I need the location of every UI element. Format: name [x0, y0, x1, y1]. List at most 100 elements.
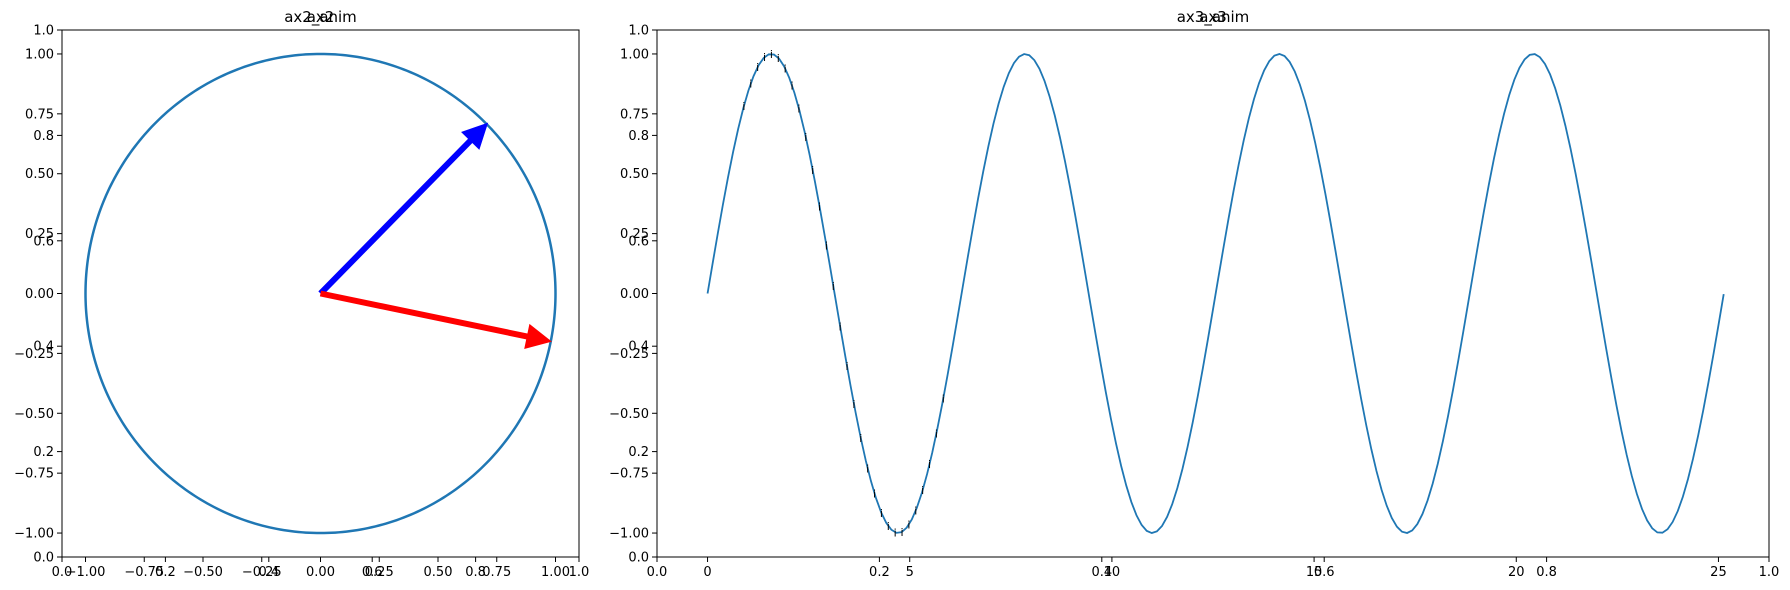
curve-marker-label: i [901, 526, 904, 539]
y-tick-label: 0.00 [620, 287, 649, 302]
curve-marker-label: i [928, 458, 931, 471]
left-title: ax2 [307, 8, 335, 26]
x-tick-label: 0.50 [424, 565, 453, 580]
x-tick-label: 1.00 [541, 565, 570, 580]
overlay-x-tick-label: 0.2 [869, 565, 890, 580]
blue-arrow-shaft [318, 137, 475, 296]
x-tick-label: 15 [1306, 565, 1323, 580]
y-tick-label: 0.00 [25, 287, 54, 302]
curve-marker-label: i [873, 488, 876, 501]
overlay-y-tick-label: 0.2 [628, 445, 649, 460]
curve-marker-label: i [846, 360, 849, 373]
curve-marker-label: i [942, 392, 945, 405]
overlay-x-tick-label: 1.0 [1759, 565, 1780, 580]
x-tick-label: 0.00 [306, 565, 335, 580]
curve-marker-label: i [832, 280, 835, 293]
overlay-y-tick-label: 0.8 [628, 129, 649, 144]
curve-marker-label: i [921, 484, 924, 497]
red-arrow-shaft [319, 290, 530, 340]
curve-marker-label: i [852, 398, 855, 411]
curve-marker-label: i [742, 100, 745, 113]
left-overlay-title: ax2_anim [284, 8, 357, 27]
curve-marker-label: i [825, 240, 828, 253]
overlay-x-tick-label: 1.0 [569, 565, 590, 580]
x-tick-label: −0.75 [124, 565, 164, 580]
curve-marker-label: i [818, 201, 821, 214]
curve-marker-label: i [770, 48, 773, 61]
curve-marker-label: i [880, 507, 883, 520]
x-tick-label: −0.25 [242, 565, 282, 580]
x-tick-label: −1.00 [66, 565, 106, 580]
y-tick-label: −0.75 [14, 467, 54, 482]
x-tick-label: 20 [1508, 565, 1525, 580]
overlay-x-tick-label: 0.8 [465, 565, 486, 580]
overlay-y-tick-label: 1.0 [33, 24, 54, 39]
overlay-y-tick-label: 0.4 [33, 340, 54, 355]
y-tick-label: 0.50 [25, 167, 54, 182]
overlay-y-tick-label: 0.8 [33, 129, 54, 144]
blue-arrow-head [461, 122, 489, 150]
curve-marker-label: i [935, 427, 938, 440]
curve-marker-label: i [777, 52, 780, 65]
overlay-x-tick-label: 0.4 [1091, 565, 1112, 580]
right-title: ax3 [1199, 8, 1227, 26]
overlay-y-tick-label: 0.6 [33, 234, 54, 249]
curve-marker-label: i [866, 462, 869, 475]
x-tick-label: 0.25 [365, 565, 394, 580]
overlay-x-tick-label: 0.8 [1536, 565, 1557, 580]
y-tick-label: 0.75 [620, 107, 649, 122]
curve-marker-label: i [804, 131, 807, 144]
red-arrow-head [524, 323, 552, 349]
overlay-y-tick-label: 0.2 [33, 445, 54, 460]
right-overlay-ticks: 0.0 0.2 0.4 0.6 0.8 1.0 0.0 0.2 0.4 0.6 0.8 1.0 [628, 24, 1779, 581]
curve-marker-label: i [791, 80, 794, 93]
y-tick-label: −1.00 [14, 527, 54, 542]
overlay-x-tick-label: 0.6 [1314, 565, 1335, 580]
curve-marker-label: i [894, 526, 897, 539]
y-tick-label: −1.00 [609, 527, 649, 542]
y-tick-label: 0.25 [25, 227, 54, 242]
y-tick-label: −0.75 [609, 467, 649, 482]
y-tick-label: −0.50 [609, 407, 649, 422]
unit-circle-line [84, 52, 557, 535]
y-tick-label: 0.50 [620, 167, 649, 182]
right-overlay-title: ax3_anim [1177, 8, 1250, 27]
x-tick-label: 25 [1710, 565, 1727, 580]
curve-marker-label: i [907, 519, 910, 532]
y-tick-label: 0.25 [620, 227, 649, 242]
overlay-x-tick-label: 0.0 [52, 565, 73, 580]
overlay-x-tick-label: 0.0 [647, 565, 668, 580]
overlay-y-tick-label: 0.0 [33, 551, 54, 566]
y-tick-label: 1.00 [620, 47, 649, 62]
left-axes: 0.0 0.2 0.4 0.6 0.8 1.0 0.0 0.2 0.4 0.6 0.8 1.0 −1.… [14, 8, 589, 580]
right-axes-frame [656, 29, 1770, 558]
overlay-y-tick-label: 1.0 [628, 24, 649, 39]
right-main-ticks: 0 5 10 15 20 25−1.00−0.75−0.50−0.250.000.250.… [609, 47, 1727, 580]
left-axes-frame [61, 29, 580, 558]
overlay-x-tick-label: 0.4 [258, 565, 279, 580]
y-tick-label: −0.25 [609, 347, 649, 362]
overlay-x-tick-label: 0.2 [155, 565, 176, 580]
x-tick-label: −0.50 [183, 565, 223, 580]
curve-marker-label: i [839, 321, 842, 334]
x-tick-label: 5 [906, 565, 914, 580]
overlay-x-tick-label: 0.6 [362, 565, 383, 580]
overlay-y-tick-label: 0.6 [628, 234, 649, 249]
y-tick-label: 0.75 [25, 107, 54, 122]
y-tick-label: −0.50 [14, 407, 54, 422]
sine-line [706, 52, 1725, 534]
curve-marker-label: i [797, 103, 800, 116]
curve-marker-label: i [887, 520, 890, 533]
overlay-y-tick-label: 0.4 [628, 340, 649, 355]
x-tick-label: 0 [703, 565, 711, 580]
y-tick-label: −0.25 [14, 347, 54, 362]
curve-marker-label: i [859, 432, 862, 445]
overlay-y-tick-label: 0.0 [628, 551, 649, 566]
left-main-ticks: −1.00 −0.75 −0.50 −0.25 0.00 0.25 0.50 0.75 1.00… [14, 47, 570, 580]
curve-marker-label: i [756, 61, 759, 74]
right-axes: 0.0 0.2 0.4 0.6 0.8 1.0 0.0 0.2 0.4 0.6 0.8 1.0 0 5 1… [609, 8, 1779, 580]
curve-marker-label: i [914, 504, 917, 517]
curve-marker-label: i [763, 51, 766, 64]
